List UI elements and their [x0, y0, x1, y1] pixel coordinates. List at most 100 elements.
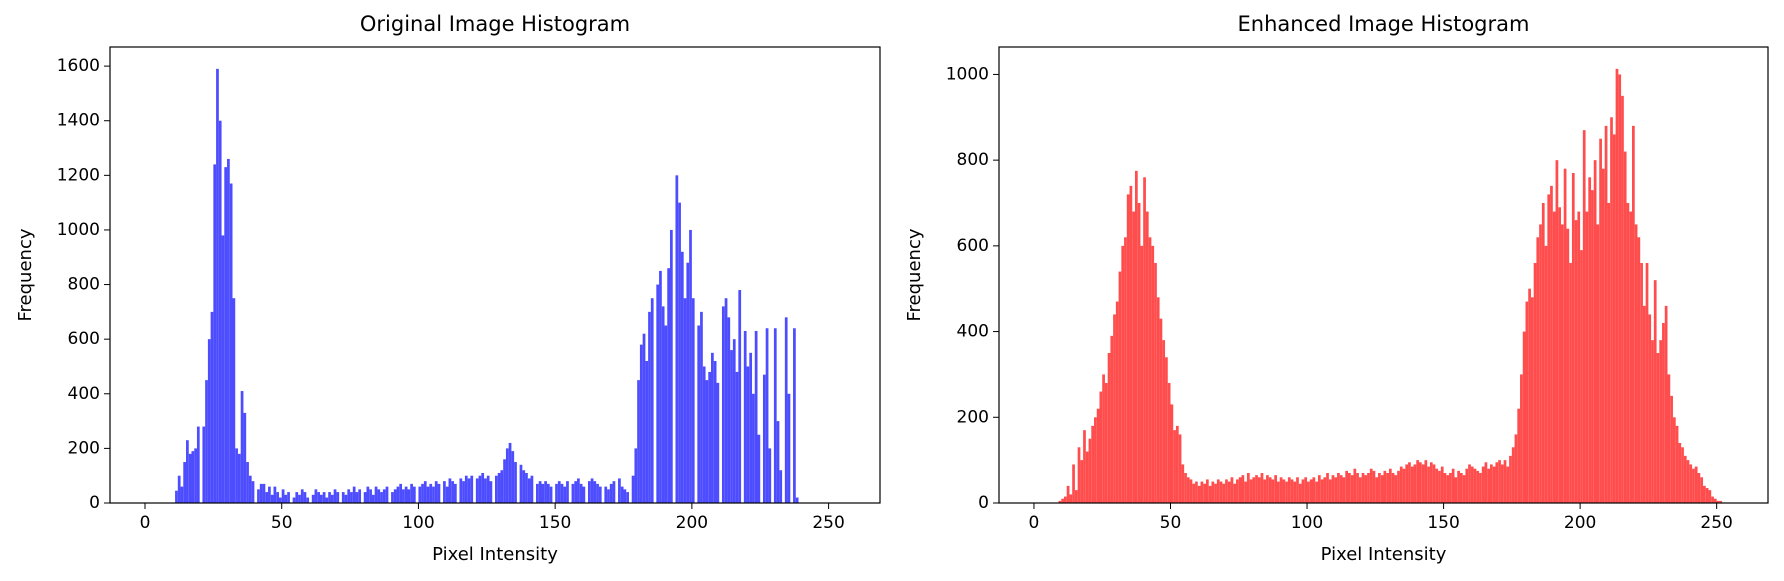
- bar: [1151, 245, 1155, 503]
- bar: [1307, 481, 1310, 503]
- bar: [478, 475, 482, 503]
- bar: [1588, 177, 1592, 504]
- bar: [265, 492, 269, 503]
- bar: [1566, 228, 1570, 503]
- bar: [404, 486, 408, 503]
- bar: [609, 483, 613, 503]
- bar: [746, 366, 750, 503]
- bar: [363, 492, 367, 503]
- bar: [1184, 473, 1187, 503]
- bar: [1159, 318, 1163, 503]
- bar: [1481, 466, 1485, 503]
- bar: [579, 483, 583, 503]
- bar: [675, 175, 679, 503]
- bar: [1438, 470, 1441, 503]
- bar: [1716, 500, 1720, 503]
- bar: [298, 494, 301, 503]
- bar: [1569, 263, 1572, 503]
- bar: [1230, 477, 1234, 503]
- bar: [1487, 468, 1491, 503]
- bar: [1408, 462, 1411, 503]
- bar: [306, 497, 310, 503]
- bar: [248, 475, 252, 503]
- bar: [205, 380, 208, 503]
- bar: [1099, 391, 1103, 503]
- bar: [497, 472, 501, 503]
- y-tick-label: 1400: [57, 111, 100, 131]
- bar: [1623, 151, 1627, 504]
- bar: [1479, 473, 1482, 503]
- bar: [1525, 301, 1529, 503]
- bar: [577, 478, 580, 503]
- bar: [1345, 470, 1348, 503]
- bar: [347, 489, 351, 503]
- bar: [1651, 340, 1654, 503]
- bar: [637, 380, 640, 503]
- bar: [1328, 479, 1332, 503]
- bar: [1077, 447, 1081, 503]
- bar: [563, 486, 567, 503]
- bar: [486, 475, 490, 503]
- bar: [207, 339, 211, 503]
- bar: [1615, 68, 1619, 503]
- bar: [1604, 125, 1608, 503]
- y-tick-label: 400: [68, 384, 100, 404]
- bar: [1083, 430, 1086, 503]
- bar: [380, 492, 383, 503]
- bar: [1195, 481, 1198, 503]
- bar: [1432, 464, 1436, 503]
- bar: [743, 330, 747, 503]
- bar: [317, 492, 320, 503]
- bar: [582, 486, 586, 503]
- bar: [511, 451, 515, 503]
- bar: [1599, 138, 1602, 503]
- bar: [1675, 425, 1679, 503]
- bar: [1511, 447, 1515, 503]
- bar: [1088, 438, 1092, 503]
- bar: [177, 475, 181, 503]
- bar: [1659, 340, 1663, 503]
- bar: [196, 426, 200, 503]
- bar: [1167, 383, 1171, 503]
- bar: [1446, 475, 1450, 503]
- bar: [1246, 473, 1250, 503]
- bar: [1145, 211, 1149, 504]
- bar: [1541, 203, 1545, 503]
- bar: [522, 470, 526, 503]
- bar: [1648, 314, 1652, 503]
- bar: [1165, 357, 1168, 503]
- bar: [604, 486, 608, 503]
- bar: [1358, 477, 1362, 503]
- bar: [180, 486, 184, 503]
- axes-frame: [998, 46, 1769, 504]
- axes-frame: [109, 46, 881, 504]
- bar: [732, 339, 736, 503]
- bar: [1096, 408, 1100, 503]
- bar: [639, 344, 643, 503]
- bar: [1353, 468, 1357, 503]
- bar: [1470, 466, 1474, 503]
- bar: [787, 393, 791, 503]
- bar: [448, 478, 452, 503]
- bar: [708, 371, 712, 503]
- bar: [243, 412, 247, 503]
- bar: [355, 492, 359, 503]
- bar: [240, 391, 244, 503]
- bar: [1574, 220, 1578, 503]
- bar: [730, 350, 733, 503]
- bar: [325, 497, 329, 503]
- bar: [1672, 417, 1676, 503]
- bar: [443, 481, 446, 503]
- bar: [1126, 194, 1130, 503]
- bar: [1607, 203, 1611, 503]
- bar: [541, 483, 545, 503]
- bar: [451, 481, 454, 503]
- bar: [1178, 434, 1182, 503]
- bar: [1364, 475, 1368, 503]
- bar: [1563, 168, 1567, 503]
- bar: [519, 464, 523, 503]
- bar: [664, 325, 668, 503]
- bar: [1626, 203, 1630, 503]
- bar: [749, 352, 753, 503]
- bar: [1383, 470, 1387, 503]
